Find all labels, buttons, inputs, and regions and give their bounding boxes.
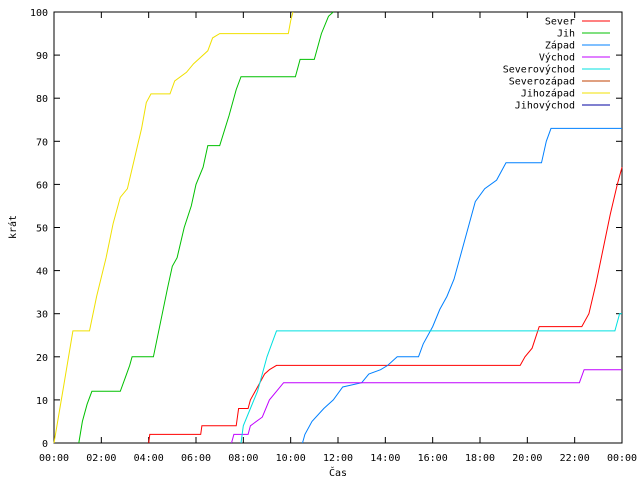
series-line (302, 127, 622, 444)
legend-label: Sever (545, 17, 575, 28)
x-tick-label: 04:00 (134, 453, 164, 464)
x-tick-label: 14:00 (370, 453, 400, 464)
x-tick-label: 12:00 (323, 453, 353, 464)
y-axis-label: krát (7, 215, 19, 239)
axis-ticks: 00:00 02:00 04:00 06:00 08:00 10:00 12:00 14:00… (30, 8, 637, 464)
x-tick-label: 06:00 (181, 453, 211, 464)
legend-label: Jihozápad (521, 88, 575, 100)
x-tick-label: 18:00 (465, 453, 495, 464)
legend-label: Západ (545, 40, 575, 52)
legend-label: Severozápad (509, 76, 575, 88)
series-line (240, 313, 622, 444)
legend-label: Jih (557, 29, 575, 40)
series-layer (53, 11, 623, 444)
y-tick-label: 90 (36, 51, 48, 62)
x-tick-label: 22:00 (560, 453, 590, 464)
x-tick-label: 08:00 (228, 453, 258, 464)
y-tick-label: 100 (30, 8, 48, 19)
series-line (78, 11, 334, 444)
legend: SeverJihZápadVýchodSeverovýchodSeverozáp… (503, 17, 610, 112)
y-tick-label: 10 (36, 396, 48, 407)
legend-label: Severovýchod (503, 64, 575, 76)
x-tick-label: 10:00 (276, 453, 306, 464)
legend-label: Východ (539, 52, 575, 64)
y-tick-label: 80 (36, 94, 48, 105)
y-tick-label: 0 (42, 439, 48, 450)
y-tick-label: 60 (36, 180, 48, 191)
series-line (231, 369, 622, 444)
y-tick-label: 40 (36, 267, 48, 278)
y-tick-label: 30 (36, 310, 48, 321)
x-tick-label: 00:00 (607, 453, 637, 464)
y-tick-label: 20 (36, 353, 48, 364)
legend-label: Jihovýchod (515, 100, 575, 112)
x-tick-label: 00:00 (39, 453, 69, 464)
x-axis-label: Čas (329, 466, 347, 479)
x-tick-label: 16:00 (418, 453, 448, 464)
series-line (53, 11, 294, 444)
x-tick-label: 20:00 (512, 453, 542, 464)
y-tick-label: 70 (36, 137, 48, 148)
x-tick-label: 02:00 (86, 453, 116, 464)
y-tick-label: 50 (36, 224, 48, 235)
series-line (148, 167, 623, 444)
